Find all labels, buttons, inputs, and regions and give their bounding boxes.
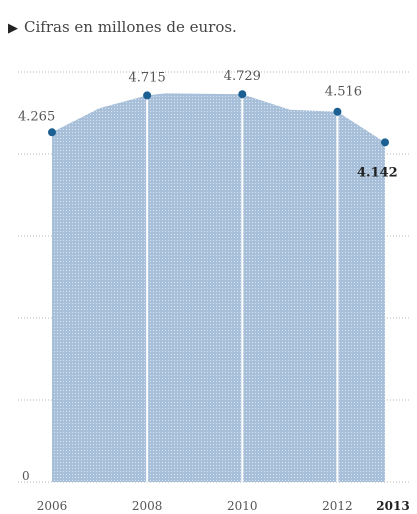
y-tick-label: 0 [22, 469, 30, 483]
data-point [48, 128, 56, 137]
x-tick-label: 2006 [37, 499, 68, 513]
data-label: 4.516 [325, 85, 362, 100]
triangle-bullet-icon: ▶ [8, 21, 18, 36]
x-tick-label: 2012 [322, 499, 353, 513]
data-label: 4.715 [129, 70, 166, 85]
subtitle-text: Cifras en millones de euros. [24, 18, 237, 36]
data-point [143, 91, 152, 100]
data-point [381, 138, 389, 147]
data-point [238, 90, 247, 99]
x-tick-label: 2010 [227, 499, 258, 513]
x-tick-label: 2008 [132, 499, 163, 513]
data-label: 4.142 [357, 165, 398, 180]
data-label: 4.729 [224, 69, 261, 84]
area-fill [52, 93, 385, 483]
x-tick-label: 2013 [376, 499, 409, 513]
data-point [333, 107, 342, 116]
chart-subtitle: ▶ Cifras en millones de euros. [8, 18, 237, 36]
data-label: 4.265 [18, 109, 55, 124]
